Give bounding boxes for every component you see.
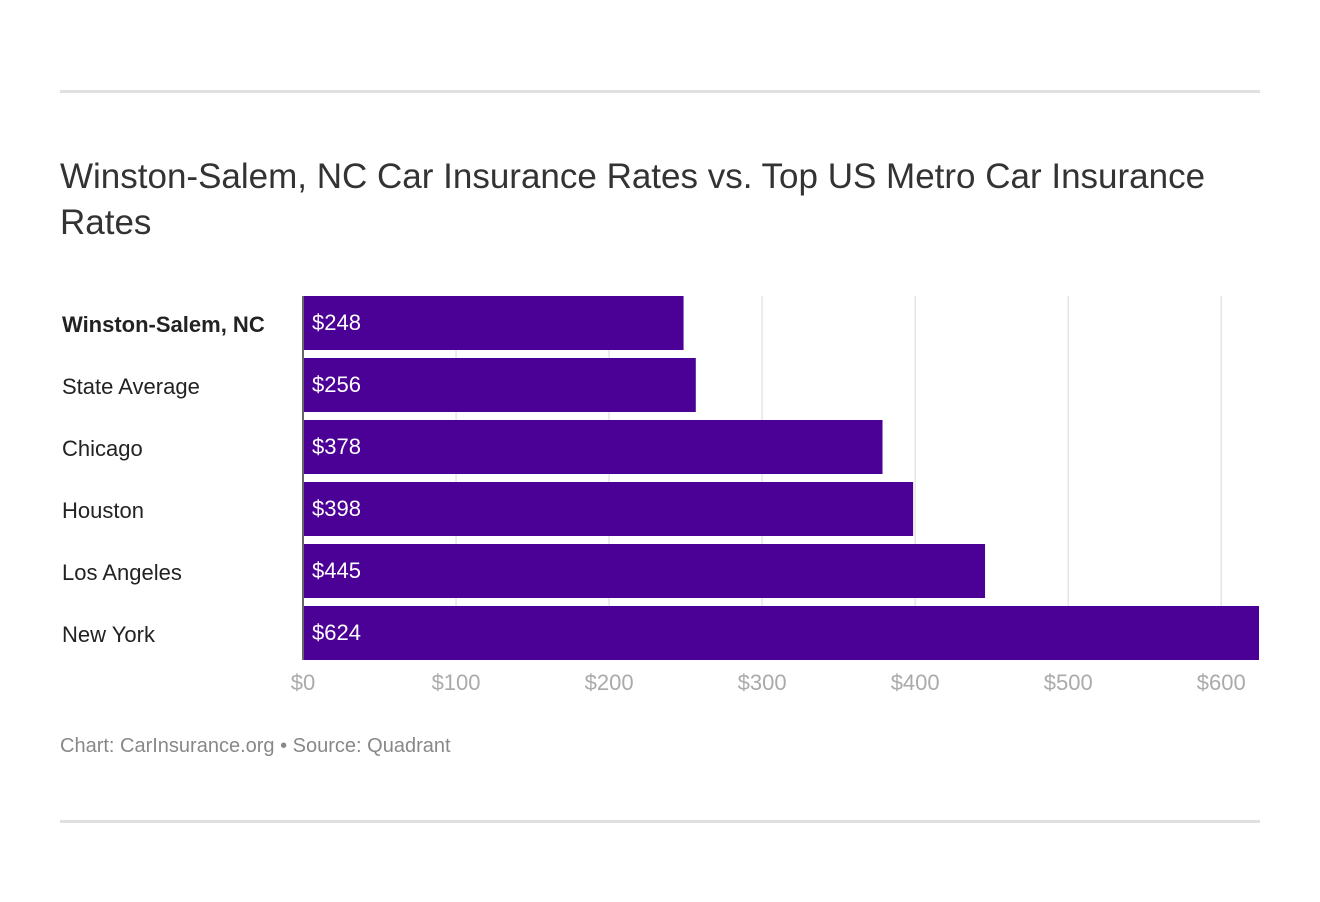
bar (304, 296, 684, 350)
chart-footer: Chart: CarInsurance.org • Source: Quadra… (60, 735, 451, 757)
chart-title: Winston-Salem, NC Car Insurance Rates vs… (60, 157, 1206, 242)
x-tick-label: $100 (432, 670, 481, 695)
bottom-divider (60, 820, 1260, 823)
category-label: Los Angeles (62, 560, 182, 585)
x-tick-label: $400 (891, 670, 940, 695)
data-label: $256 (312, 372, 361, 397)
x-tick-label: $500 (1044, 670, 1093, 695)
category-label: New York (62, 622, 156, 647)
category-label: Winston-Salem, NC (62, 312, 265, 337)
data-label: $624 (312, 620, 361, 645)
top-divider (60, 90, 1260, 93)
data-label: $248 (312, 310, 361, 335)
x-tick-label: $600 (1197, 670, 1246, 695)
data-label: $378 (312, 434, 361, 459)
x-tick-label: $300 (738, 670, 787, 695)
x-tick-label: $200 (585, 670, 634, 695)
data-label: $398 (312, 496, 361, 521)
category-label: Houston (62, 498, 144, 523)
category-label: Chicago (62, 436, 143, 461)
bar (304, 420, 883, 474)
bar (304, 358, 696, 412)
bar (304, 544, 986, 598)
bar (304, 482, 914, 536)
bar (304, 606, 1259, 660)
x-tick-label: $0 (291, 670, 315, 695)
data-label: $445 (312, 558, 361, 583)
category-label: State Average (62, 374, 200, 399)
